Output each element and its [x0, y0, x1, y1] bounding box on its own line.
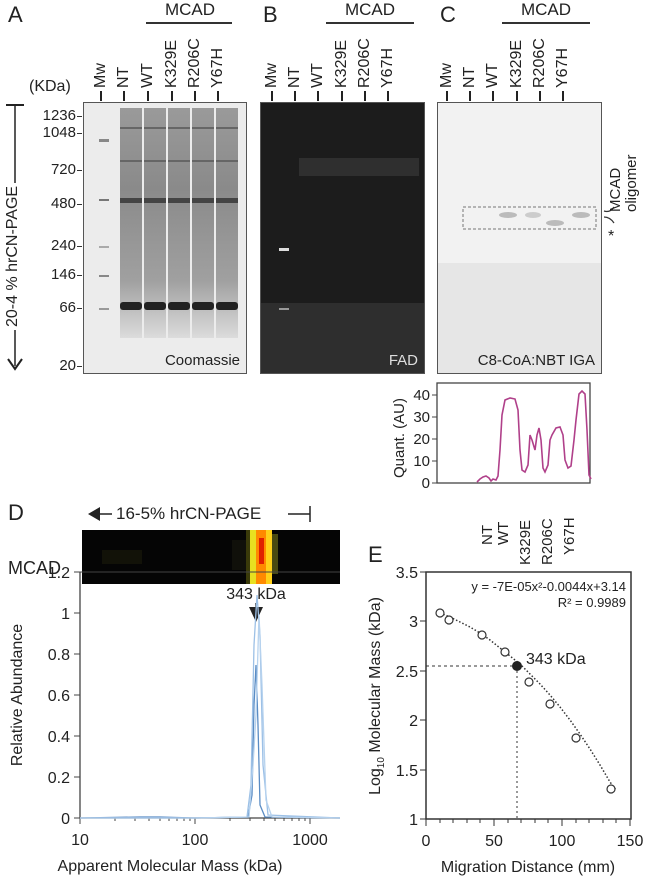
lane-label: Y67H [379, 48, 397, 101]
lane-label: WT [139, 63, 157, 101]
lane-label: WT [484, 63, 502, 101]
lane-label: K329E [508, 40, 526, 101]
lane-label: NT [461, 67, 479, 101]
e-ylabel: Log10 Molecular Mass (kDa) [367, 597, 387, 795]
mcad-heatmap [82, 530, 340, 584]
coomassie-gel: Coomassie [83, 102, 247, 374]
oligomer-annotation: MCAD oligomer [607, 154, 640, 212]
y-tick: 0.6 [48, 688, 70, 705]
x-tick: 10 [71, 832, 89, 849]
lane-label: K329E [163, 40, 181, 101]
y-tick: 0 [422, 475, 430, 492]
x-tick: 100 [549, 833, 576, 850]
e-equation: y = -7E-05x²-0.0044x+3.14 [471, 579, 626, 594]
panel-a-unit-label: (KDa) [29, 78, 71, 95]
mw-marker: 720 [28, 161, 82, 178]
lane-label: NT [115, 67, 133, 101]
y-tick: 10 [413, 453, 430, 470]
heatmap-label: MCAD [8, 558, 61, 578]
panel-b-caption: FAD [388, 352, 418, 369]
panel-b-letter: B [263, 2, 278, 27]
y-tick: 3 [409, 614, 418, 631]
panel-a-caption: Coomassie [164, 352, 240, 369]
lane-label: R206C [186, 38, 204, 101]
e-calibration-chart: 3.5 3 2.5 2 1.5 1 0 50 100 150 Migration… [340, 560, 645, 883]
x-tick: K329E [517, 520, 534, 565]
y-tick: 0.4 [48, 729, 70, 746]
x-tick: NT [479, 525, 496, 545]
e-r-squared: R² = 0.9989 [558, 595, 626, 610]
c-quant-ylabel: Quant. (AU) [391, 398, 408, 478]
x-tick: Y67H [561, 517, 578, 555]
mw-marker: 240 [28, 237, 82, 254]
panel-b-lane-labels: Mw NT WT K329E R206C Y67H [263, 38, 415, 101]
mw-marker: 146 [28, 266, 82, 283]
d-peak-annotation: 343 kDa [226, 586, 286, 603]
x-tick: 150 [617, 833, 644, 850]
lane-label: Y67H [209, 48, 227, 101]
lane-label: R206C [356, 38, 374, 101]
lane-label: Mw [263, 63, 281, 101]
y-tick: 1 [61, 606, 70, 623]
d-ylabel: Relative Abundance [9, 624, 26, 766]
fad-gel: FAD [260, 102, 425, 374]
star-annotation: * [608, 228, 615, 245]
y-tick: 20 [413, 431, 430, 448]
panel-d-gradient: 16-5% hrCN-PAGE [88, 502, 318, 526]
panel-a-gradient-label: 20-4 % hrCN-PAGE [4, 182, 22, 330]
d-xlabel: Apparent Molecular Mass (kDa) [58, 858, 283, 875]
c-quant-chart: 0 10 20 30 40 Quant. (AU) NT WT K329E R2… [380, 380, 645, 570]
x-tick: R206C [539, 518, 556, 565]
panel-c-letter: C [440, 2, 456, 27]
e-xlabel: Migration Distance (mm) [441, 859, 615, 876]
panel-b-group-label: MCAD [344, 0, 396, 19]
panel-d-letter: D [8, 500, 24, 525]
y-tick: 0.8 [48, 647, 70, 664]
panel-d-gradient-label: 16-5% hrCN-PAGE [116, 504, 262, 523]
panel-e-letter: E [368, 542, 383, 567]
y-tick: 2.5 [396, 664, 418, 681]
lane-label: Mw [92, 63, 110, 101]
nbt-iga-gel: C8-CoA:NBT IGA [437, 102, 602, 374]
y-tick: 1 [409, 812, 418, 829]
mw-marker: 1236 [28, 107, 82, 124]
oligomer-line2: oligomer [623, 154, 640, 212]
panel-a-group-label: MCAD [164, 0, 216, 19]
x-tick: 50 [485, 833, 503, 850]
x-tick: 100 [182, 832, 209, 849]
y-tick: 0.2 [48, 770, 70, 787]
lane-label: K329E [333, 40, 351, 101]
mw-marker: 480 [28, 195, 82, 212]
y-tick: 1.2 [48, 565, 70, 582]
mw-marker: 1048 [28, 124, 82, 141]
panel-a-lane-labels: Mw NT WT K329E R206C Y67H [92, 38, 244, 101]
panel-c-group-line [502, 22, 590, 24]
y-tick: 3.5 [396, 565, 418, 582]
y-tick: 2 [409, 713, 418, 730]
lane-label: R206C [531, 38, 549, 101]
panel-a-letter: A [8, 2, 23, 27]
panel-a-group-line [146, 22, 232, 24]
mw-marker: 66 [28, 299, 82, 316]
y-tick: 1.5 [396, 763, 418, 780]
panel-c-group-label: MCAD [520, 0, 572, 19]
lane-label: Mw [438, 63, 456, 101]
oligomer-bracket [602, 205, 616, 235]
x-tick: 1000 [292, 832, 328, 849]
panel-b-group-line [326, 22, 414, 24]
y-tick: 30 [413, 409, 430, 426]
lane-label: NT [286, 67, 304, 101]
y-tick: 40 [413, 387, 430, 404]
panel-c-lane-labels: Mw NT WT K329E R206C Y67H [438, 38, 590, 101]
e-point-annotation: 343 kDa [526, 651, 586, 668]
y-tick: 0 [61, 811, 70, 828]
panel-c-caption: C8-CoA:NBT IGA [477, 352, 595, 369]
mw-marker: 20 [28, 357, 82, 374]
lane-label: WT [309, 63, 327, 101]
x-tick: 0 [422, 833, 431, 850]
lane-label: Y67H [554, 48, 572, 101]
oligomer-line1: MCAD [607, 167, 624, 212]
x-tick: WT [495, 522, 512, 545]
d-abundance-chart: 1.2 1 0.8 0.6 0.4 0.2 0 10 100 1000 Appa… [0, 565, 341, 883]
